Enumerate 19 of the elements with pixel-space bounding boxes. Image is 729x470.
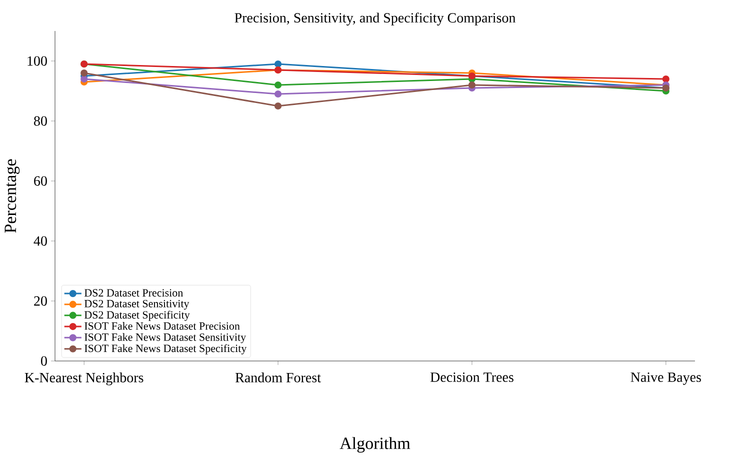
legend-label: ISOT Fake News Dataset Sensitivity xyxy=(84,333,246,344)
legend-label: DS2 Dataset Specificity xyxy=(84,310,190,321)
y-tick-label: 20 xyxy=(34,296,47,306)
y-tick-label: 60 xyxy=(34,176,47,186)
chart-title: Precision, Sensitivity, and Specificity Comparison xyxy=(234,12,516,26)
x-tick-label: Naive Bayes xyxy=(630,372,701,385)
legend-label: DS2 Dataset Sensitivity xyxy=(84,300,190,310)
x-tick-label: Decision Trees xyxy=(430,372,514,382)
y-tick-label: 40 xyxy=(34,236,47,246)
y-tick-label: 80 xyxy=(34,116,47,126)
y-tick-label: 0 xyxy=(41,356,47,366)
x-axis-title: Algorithm xyxy=(340,437,410,453)
legend-label: ISOT Fake News Dataset Specificity xyxy=(84,344,247,354)
y-axis-title: Percentage xyxy=(4,159,20,233)
y-tick-label: 100 xyxy=(28,56,47,66)
legend-label: DS2 Dataset Precision xyxy=(84,289,183,297)
x-tick-label: K-Nearest Neighbors xyxy=(24,372,144,386)
legend-label: ISOT Fake News Dataset Precision xyxy=(84,322,240,330)
x-tick-label: Random Forest xyxy=(235,372,321,382)
